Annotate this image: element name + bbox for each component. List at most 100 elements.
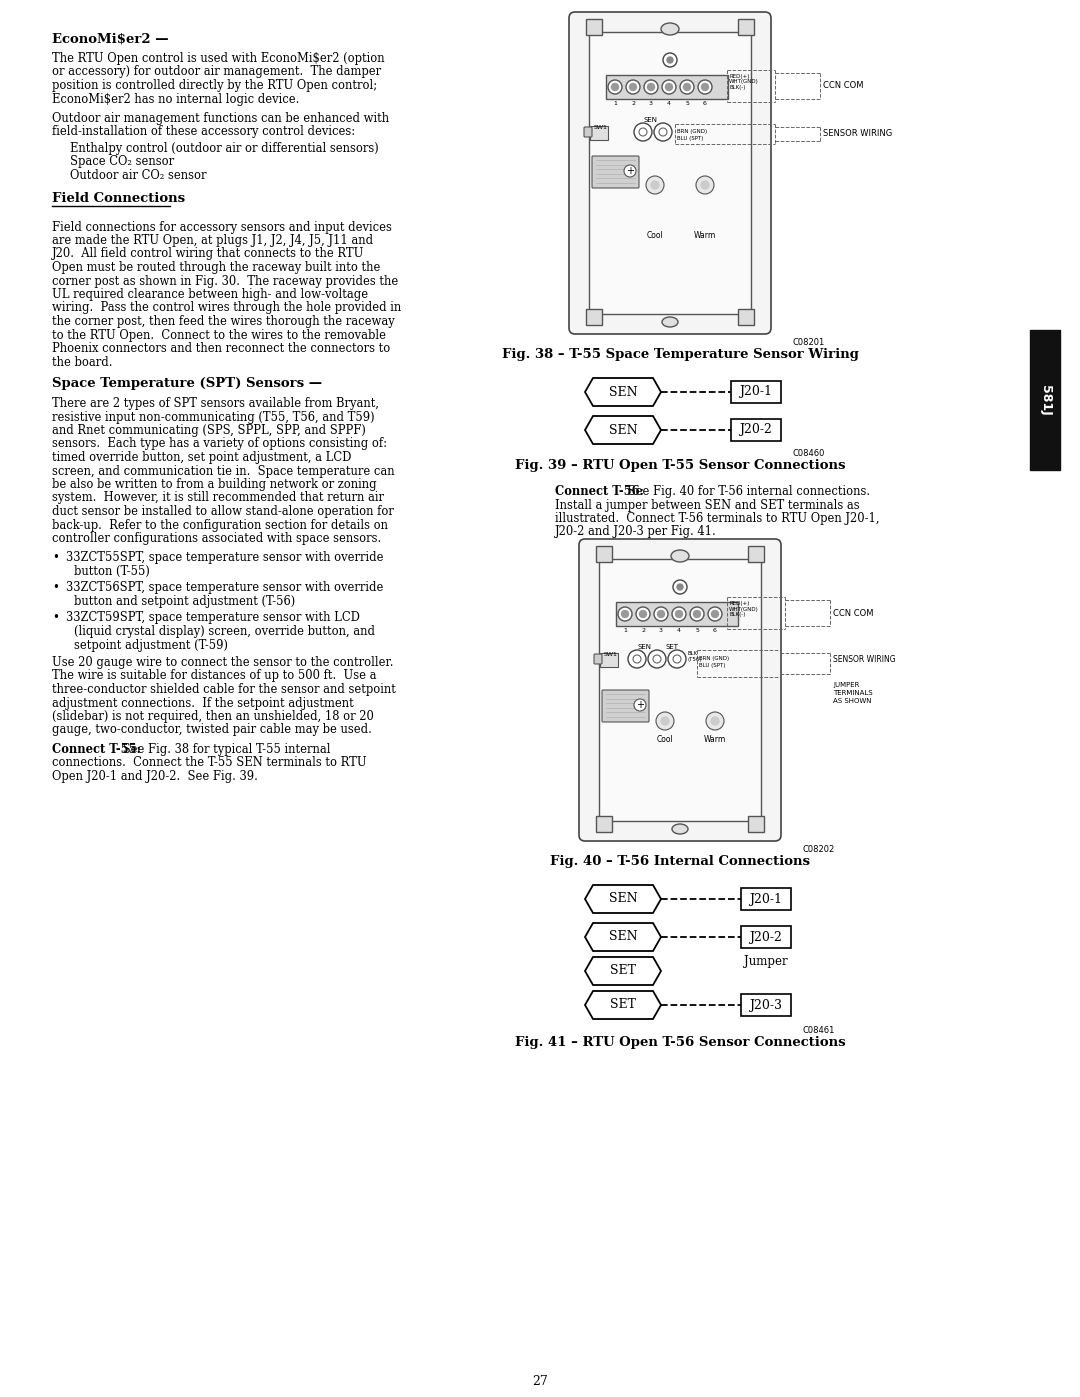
Text: are made the RTU Open, at plugs J1, J2, J4, J5, J11 and: are made the RTU Open, at plugs J1, J2, … [52, 235, 373, 247]
Text: WHT(GND): WHT(GND) [729, 80, 759, 84]
Circle shape [654, 608, 669, 622]
Text: BLU (SPT): BLU (SPT) [677, 136, 703, 141]
FancyBboxPatch shape [589, 32, 751, 314]
Text: CCN COM: CCN COM [823, 81, 864, 91]
FancyBboxPatch shape [599, 559, 761, 821]
FancyBboxPatch shape [569, 13, 771, 334]
Text: •: • [52, 552, 59, 564]
Text: See Fig. 40 for T-56 internal connections.: See Fig. 40 for T-56 internal connection… [624, 485, 870, 497]
Text: SEN: SEN [643, 117, 657, 123]
Text: 581J: 581J [1039, 384, 1052, 415]
Text: corner post as shown in Fig. 30.  The raceway provides the: corner post as shown in Fig. 30. The rac… [52, 274, 399, 288]
Circle shape [693, 610, 701, 617]
Circle shape [708, 608, 723, 622]
Circle shape [639, 129, 647, 136]
Text: Jumper: Jumper [744, 956, 787, 968]
Text: SET: SET [665, 644, 678, 650]
Text: Cool: Cool [657, 735, 673, 745]
Text: 3: 3 [659, 629, 663, 633]
Circle shape [648, 84, 654, 91]
Text: Cool: Cool [647, 231, 663, 240]
Text: UL required clearance between high- and low-voltage: UL required clearance between high- and … [52, 288, 368, 300]
Circle shape [684, 84, 690, 91]
FancyBboxPatch shape [616, 602, 738, 626]
Text: J20-1: J20-1 [740, 386, 772, 398]
Circle shape [673, 655, 681, 664]
Text: button (T-55): button (T-55) [75, 564, 150, 578]
Text: BRN (GND): BRN (GND) [699, 657, 729, 661]
Text: Fig. 40 – T-56 Internal Connections: Fig. 40 – T-56 Internal Connections [550, 855, 810, 868]
Text: Connect T-56:: Connect T-56: [555, 485, 644, 497]
Circle shape [677, 584, 683, 590]
Text: wiring.  Pass the control wires through the hole provided in: wiring. Pass the control wires through t… [52, 302, 402, 314]
Text: Open must be routed through the raceway built into the: Open must be routed through the raceway … [52, 261, 380, 274]
FancyBboxPatch shape [600, 652, 618, 666]
Polygon shape [585, 416, 661, 444]
Text: sensors.  Each type has a variety of options consisting of:: sensors. Each type has a variety of opti… [52, 437, 387, 450]
Text: JUMPER: JUMPER [833, 682, 860, 687]
Text: (liquid crystal display) screen, override button, and: (liquid crystal display) screen, overrid… [75, 624, 375, 638]
Text: 27: 27 [532, 1375, 548, 1389]
FancyBboxPatch shape [579, 539, 781, 841]
Polygon shape [585, 379, 661, 407]
Text: (T56): (T56) [688, 657, 702, 662]
Text: gauge, two-conductor, twisted pair cable may be used.: gauge, two-conductor, twisted pair cable… [52, 724, 372, 736]
Text: J20-3: J20-3 [750, 999, 783, 1011]
Circle shape [665, 84, 673, 91]
Text: J20-2: J20-2 [750, 930, 782, 943]
Circle shape [653, 655, 661, 664]
Text: EconoMi$er2 has no internal logic device.: EconoMi$er2 has no internal logic device… [52, 92, 299, 106]
Text: resistive input non-communicating (T55, T56, and T59): resistive input non-communicating (T55, … [52, 411, 375, 423]
Circle shape [658, 610, 664, 617]
Text: 2: 2 [642, 629, 645, 633]
Text: three-conductor shielded cable for the sensor and setpoint: three-conductor shielded cable for the s… [52, 683, 396, 696]
Text: See Fig. 38 for typical T-55 internal: See Fig. 38 for typical T-55 internal [119, 743, 330, 756]
FancyBboxPatch shape [602, 690, 649, 722]
Text: SEN: SEN [609, 386, 637, 398]
Circle shape [662, 80, 676, 94]
Text: connections.  Connect the T-55 SEN terminals to RTU: connections. Connect the T-55 SEN termin… [52, 757, 366, 770]
Text: +: + [636, 700, 644, 710]
Text: 33ZCT56SPT, space temperature sensor with override: 33ZCT56SPT, space temperature sensor wit… [66, 581, 383, 595]
Circle shape [626, 80, 640, 94]
FancyBboxPatch shape [741, 995, 791, 1016]
Text: Outdoor air management functions can be enhanced with: Outdoor air management functions can be … [52, 112, 389, 124]
Text: 1: 1 [623, 629, 626, 633]
Text: SEN: SEN [637, 644, 651, 650]
Circle shape [646, 176, 664, 194]
Text: EconoMi$er2 —: EconoMi$er2 — [52, 32, 168, 45]
Polygon shape [585, 957, 661, 985]
Text: Field connections for accessory sensors and input devices: Field connections for accessory sensors … [52, 221, 392, 233]
FancyBboxPatch shape [606, 75, 728, 99]
Circle shape [611, 84, 619, 91]
Circle shape [696, 176, 714, 194]
Text: J20.  All field control wiring that connects to the RTU: J20. All field control wiring that conne… [52, 247, 364, 260]
Text: and Rnet communicating (SPS, SPPL, SPP, and SPPF): and Rnet communicating (SPS, SPPL, SPP, … [52, 425, 366, 437]
Circle shape [651, 182, 659, 189]
Circle shape [633, 655, 642, 664]
Text: Outdoor air CO₂ sensor: Outdoor air CO₂ sensor [70, 169, 206, 182]
Text: 5: 5 [696, 629, 699, 633]
Circle shape [675, 610, 683, 617]
Circle shape [701, 182, 708, 189]
Text: SW1: SW1 [594, 124, 608, 130]
Text: Install a jumper between SEN and SET terminals as: Install a jumper between SEN and SET ter… [555, 499, 860, 511]
Circle shape [669, 650, 686, 668]
Circle shape [673, 580, 687, 594]
FancyBboxPatch shape [594, 654, 602, 664]
Text: (slidebar) is not required, then an unshielded, 18 or 20: (slidebar) is not required, then an unsh… [52, 710, 374, 724]
Text: Field Connections: Field Connections [52, 193, 185, 205]
Circle shape [706, 712, 724, 731]
Circle shape [711, 717, 719, 725]
Circle shape [680, 80, 694, 94]
Text: 33ZCT55SPT, space temperature sensor with override: 33ZCT55SPT, space temperature sensor wit… [66, 552, 383, 564]
Circle shape [698, 80, 712, 94]
Text: 4: 4 [667, 101, 671, 106]
Circle shape [644, 80, 658, 94]
Text: C08201: C08201 [793, 338, 825, 346]
Text: C08461: C08461 [802, 1025, 835, 1035]
Circle shape [663, 53, 677, 67]
Text: C08460: C08460 [793, 448, 825, 458]
Text: Fig. 41 – RTU Open T-56 Sensor Connections: Fig. 41 – RTU Open T-56 Sensor Connectio… [515, 1037, 846, 1049]
Circle shape [639, 610, 647, 617]
